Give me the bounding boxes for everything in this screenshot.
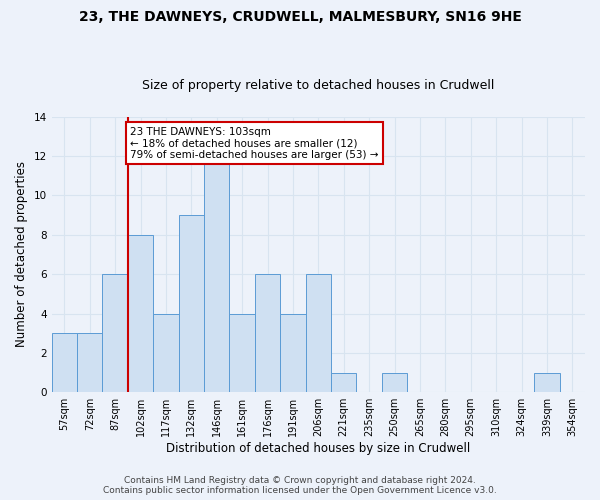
Bar [128,235,153,392]
Text: 23, THE DAWNEYS, CRUDWELL, MALMESBURY, SN16 9HE: 23, THE DAWNEYS, CRUDWELL, MALMESBURY, S… [79,10,521,24]
Text: Contains HM Land Registry data © Crown copyright and database right 2024.
Contai: Contains HM Land Registry data © Crown c… [103,476,497,495]
Text: 23 THE DAWNEYS: 103sqm
← 18% of detached houses are smaller (12)
79% of semi-det: 23 THE DAWNEYS: 103sqm ← 18% of detached… [130,126,379,160]
Bar [280,314,305,392]
Title: Size of property relative to detached houses in Crudwell: Size of property relative to detached ho… [142,79,494,92]
Bar [255,274,280,392]
Y-axis label: Number of detached properties: Number of detached properties [15,162,28,348]
Bar [52,333,77,392]
Bar [153,314,179,392]
Bar [204,156,229,392]
Bar [331,372,356,392]
Bar [229,314,255,392]
Bar [77,333,103,392]
X-axis label: Distribution of detached houses by size in Crudwell: Distribution of detached houses by size … [166,442,470,455]
Bar [382,372,407,392]
Bar [103,274,128,392]
Bar [305,274,331,392]
Bar [534,372,560,392]
Bar [179,215,204,392]
